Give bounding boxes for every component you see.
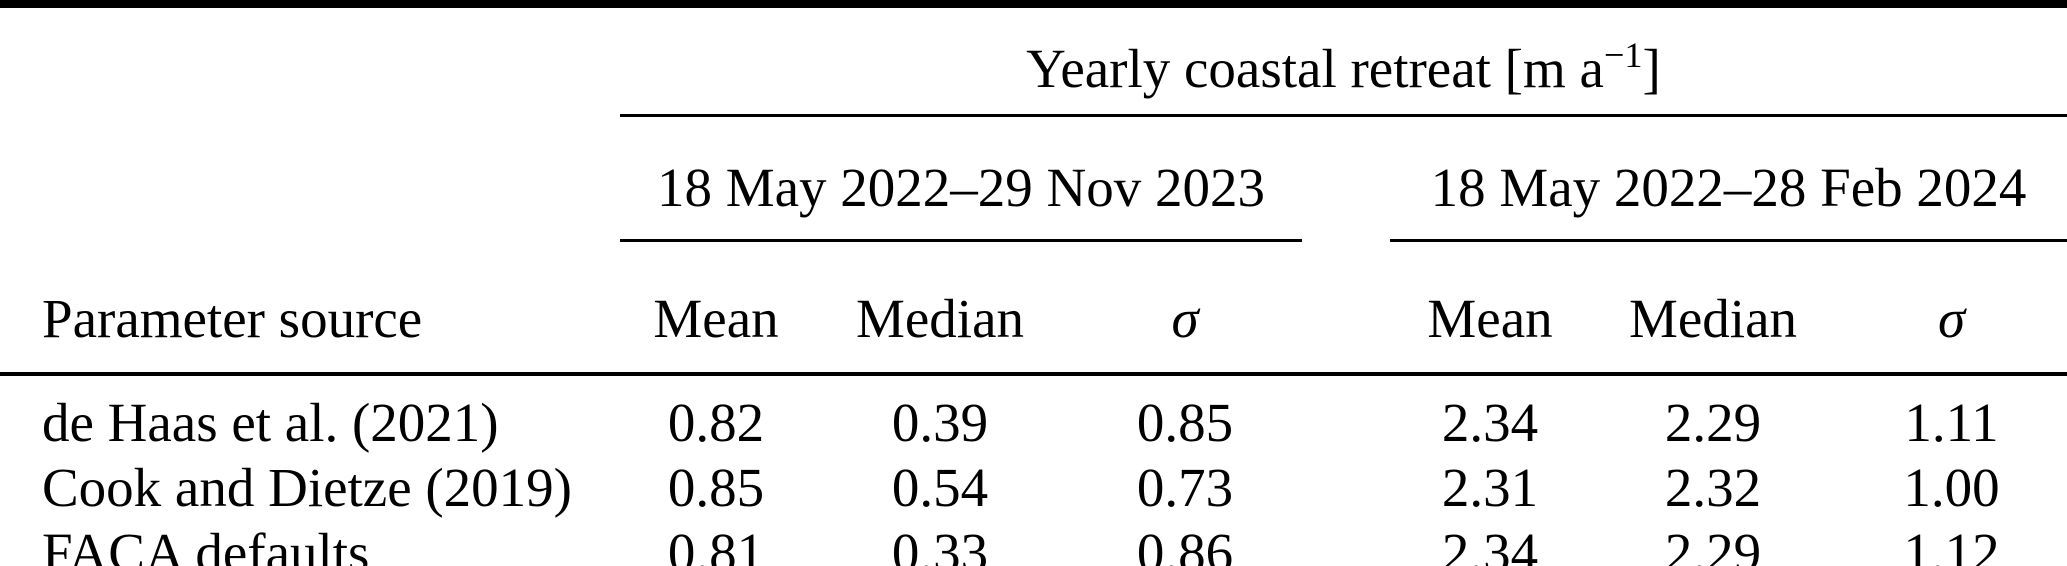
column-header-sigma-2: σ bbox=[1836, 240, 2067, 376]
cell-median-1: 0.54 bbox=[891, 457, 989, 518]
column-group-header-row: 18 May 2022–29 Nov 2023 18 May 2022–28 F… bbox=[0, 115, 2067, 242]
title-row-spacer bbox=[0, 4, 620, 116]
cell-sigma-1: 0.86 bbox=[1136, 522, 1234, 566]
cell-sigma-2: 1.00 bbox=[1903, 457, 2000, 518]
cell-sigma-1: 0.85 bbox=[1136, 392, 1234, 453]
table-title-row: Yearly coastal retreat [m a−1] bbox=[0, 4, 2067, 117]
table-spanner-title: Yearly coastal retreat [m a−1] bbox=[620, 4, 2067, 117]
cell-sigma-1: 0.73 bbox=[1136, 457, 1234, 518]
cell-median-2: 2.29 bbox=[1664, 522, 1762, 566]
column-group-header-period-1: 18 May 2022–29 Nov 2023 bbox=[620, 115, 1302, 242]
title-text: Yearly coastal retreat [m a bbox=[1026, 38, 1604, 99]
title-superscript: −1 bbox=[1603, 35, 1643, 76]
group-gap-spacer bbox=[1302, 116, 1390, 241]
column-header-row: Parameter source Mean Median σ Mean Medi… bbox=[0, 240, 2067, 376]
cell-sigma-2: 1.12 bbox=[1903, 522, 2000, 566]
cell-mean-1: 0.81 bbox=[667, 522, 765, 566]
column-header-median-1: Median bbox=[812, 240, 1068, 376]
row-label-cook-dietze: Cook and Dietze (2019) bbox=[42, 457, 572, 518]
cell-mean-2: 2.34 bbox=[1441, 522, 1539, 566]
cell-median-1: 0.33 bbox=[891, 522, 989, 566]
table-row: Cook and Dietze (2019) 0.85 0.54 0.73 2.… bbox=[0, 455, 2067, 520]
column-header-mean-1: Mean bbox=[620, 240, 812, 376]
row-header-label: Parameter source bbox=[0, 240, 620, 376]
column-header-sigma-1: σ bbox=[1068, 240, 1302, 376]
column-header-mean-2: Mean bbox=[1390, 240, 1590, 376]
title-suffix: ] bbox=[1642, 38, 1661, 99]
column-group-header-period-2: 18 May 2022–28 Feb 2024 bbox=[1390, 115, 2067, 242]
cell-median-2: 2.29 bbox=[1664, 392, 1762, 453]
row-label-de-haas: de Haas et al. (2021) bbox=[42, 392, 499, 453]
row-gap-spacer bbox=[1302, 374, 1390, 455]
cell-mean-1: 0.85 bbox=[667, 457, 765, 518]
dates-row-spacer bbox=[0, 116, 620, 241]
cell-mean-2: 2.31 bbox=[1441, 457, 1539, 518]
cell-median-1: 0.39 bbox=[891, 392, 989, 453]
table-row: de Haas et al. (2021) 0.82 0.39 0.85 2.3… bbox=[0, 374, 2067, 455]
row-gap-spacer bbox=[1302, 455, 1390, 520]
header-gap-spacer bbox=[1302, 240, 1390, 376]
table-row: FACA defaults 0.81 0.33 0.86 2.34 2.29 1… bbox=[0, 520, 2067, 566]
row-label-faca-defaults: FACA defaults bbox=[42, 522, 370, 566]
column-header-median-2: Median bbox=[1590, 240, 1836, 376]
cell-median-2: 2.32 bbox=[1664, 457, 1762, 518]
cell-mean-2: 2.34 bbox=[1441, 392, 1539, 453]
cell-mean-1: 0.82 bbox=[667, 392, 765, 453]
cell-sigma-2: 1.11 bbox=[1904, 392, 1999, 453]
row-gap-spacer bbox=[1302, 520, 1390, 566]
